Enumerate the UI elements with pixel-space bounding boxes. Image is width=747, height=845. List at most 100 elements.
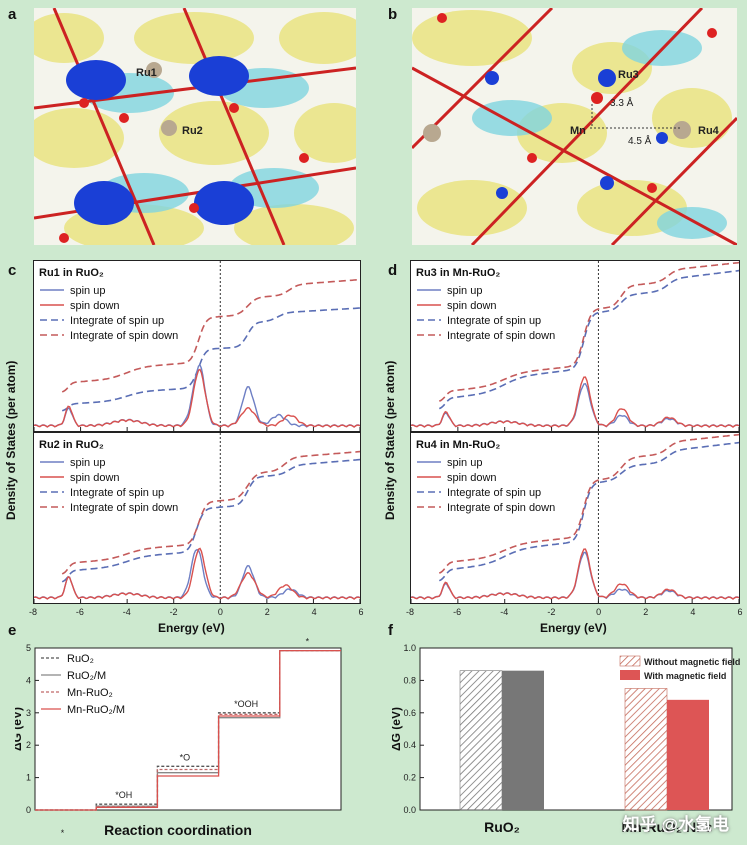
e-ylabel: ΔG (eV) <box>15 707 24 751</box>
x-tick-label: 0 <box>596 607 601 617</box>
y-tick-label: 0 <box>26 805 31 815</box>
legend-label: Mn-RuO₂ <box>67 687 113 699</box>
y-tick-label: 1 <box>26 773 31 783</box>
x-tick-label: -4 <box>123 607 131 617</box>
x-tick-label: 6 <box>358 607 363 617</box>
label-ru4: Ru4 <box>698 125 720 137</box>
dos-plot-ru4: Ru4 in Mn-RuO₂ spin up spin down Integrate … <box>410 432 740 604</box>
step-label: *OH <box>115 790 132 800</box>
panel-label-d: d <box>388 262 398 279</box>
integrate-spin-down-curve <box>61 278 361 393</box>
y-tick-label: 5 <box>26 643 31 653</box>
x-tick-label: -8 <box>406 607 414 617</box>
spin-down-curve <box>33 368 361 428</box>
dos-title: Ru2 in RuO₂ <box>39 439 104 451</box>
y-tick-label: 0.8 <box>403 675 416 685</box>
legend-label: Integrate of spin up <box>70 315 164 327</box>
legend-label: RuO₂ <box>67 653 94 665</box>
legend-label: RuO₂/M <box>67 670 106 682</box>
y-tick-label: 2 <box>26 740 31 750</box>
x-tick-label: 0 <box>218 607 223 617</box>
label-ru2: Ru2 <box>182 125 203 137</box>
atom-ru1 <box>146 62 162 78</box>
legend-label: spin down <box>70 472 120 484</box>
legend-label: Integrate of spin down <box>70 502 178 514</box>
legend-label: Integrate of spin down <box>447 502 555 514</box>
dos-svg-ru3: Ru3 in Mn-RuO₂ spin up spin down Integrate … <box>410 261 740 431</box>
legend-label: Mn-RuO₂/M <box>67 704 125 716</box>
integrate-spin-up-curve <box>61 458 361 583</box>
x-tick-label: -2 <box>170 607 178 617</box>
step-label: * <box>306 637 310 647</box>
spin-up-curve <box>33 548 361 600</box>
legend-label: Integrate of spin up <box>447 315 541 327</box>
legend-label: Integrate of spin down <box>447 330 555 342</box>
legend-label: With magnetic field <box>644 671 726 681</box>
integrate-spin-up-curve <box>438 441 740 582</box>
legend-swatch <box>619 655 641 667</box>
label-mn: Mn <box>570 125 586 137</box>
panel-label-f: f <box>388 622 393 639</box>
bar-chart-plot: 0.0 0.2 0.4 0.6 0.8 1.0 RuO₂ Mn-RuO₂ NFs Without… <box>392 643 740 835</box>
y-tick-label: 0.0 <box>403 805 416 815</box>
legend-label: spin up <box>447 457 482 469</box>
integrate-spin-down-curve <box>61 450 361 575</box>
spin-lobe-a3 <box>74 181 134 225</box>
structure-image-a: Ru1 Ru2 <box>34 8 356 245</box>
bar-without-field <box>459 670 503 811</box>
dos-xticks-right: -8 -6 -4 -2 0 2 4 6 <box>406 607 743 617</box>
legend-label: spin up <box>70 457 105 469</box>
spin-down-curve <box>33 547 361 600</box>
panel-label-a: a <box>8 6 17 23</box>
panel-label-c: c <box>8 262 17 279</box>
integrate-spin-up-curve <box>61 307 361 412</box>
label-distance-4-5: 4.5 Å <box>628 134 652 147</box>
legend-label: spin down <box>70 300 120 312</box>
x-tick-label: 2 <box>265 607 270 617</box>
f-ylabel: ΔG (eV) <box>392 707 403 751</box>
dos-svg-ru1: Ru1 in RuO₂ spin up spin down Integrate of … <box>33 261 361 431</box>
structure-drawing-a: Ru1 Ru2 <box>34 8 356 245</box>
y-tick-label: 3 <box>26 708 31 718</box>
free-energy-plot: 0 1 2 3 4 5 * *OH *O *OOH * RuO₂ RuO₂/M Mn-RuO₂ Mn-RuO… <box>15 637 342 838</box>
x-tick-label: -6 <box>76 607 84 617</box>
step-label: * <box>61 828 65 838</box>
dos-title: Ru3 in Mn-RuO₂ <box>416 267 500 279</box>
dos-plot-ru3: Ru3 in Mn-RuO₂ spin up spin down Integrate … <box>410 260 740 432</box>
legend-label: spin down <box>447 472 497 484</box>
x-tick-label: 2 <box>643 607 648 617</box>
step-label: *O <box>180 752 191 762</box>
dos-xlabel-right: Energy (eV) <box>540 621 607 635</box>
category-label: RuO₂ <box>484 819 520 835</box>
y-tick-label: 0.6 <box>403 708 416 718</box>
plot-frame <box>34 647 342 811</box>
dos-plot-ru1: Ru1 in RuO₂ spin up spin down Integrate of … <box>33 260 361 432</box>
x-tick-label: -4 <box>500 607 508 617</box>
panel-label-e: e <box>8 622 17 639</box>
bar-without-field <box>624 688 668 811</box>
dos-ylabel-right: Density of States (per atom) <box>383 360 397 520</box>
spin-lobe-a1 <box>66 60 126 100</box>
bar-with-field <box>667 699 709 810</box>
integrate-spin-down-curve <box>438 433 740 574</box>
energy-step-line <box>35 649 341 811</box>
dos-xticks-left: -8 -6 -4 -2 0 2 4 6 <box>29 607 364 617</box>
y-tick-label: 0.4 <box>403 740 416 750</box>
spin-down-curve <box>410 376 740 428</box>
dos-title: Ru4 in Mn-RuO₂ <box>416 439 500 451</box>
dos-svg-ru4: Ru4 in Mn-RuO₂ spin up spin down Integrate … <box>410 433 740 603</box>
legend-label: Integrate of spin down <box>70 330 178 342</box>
legend-swatch <box>620 670 640 680</box>
x-tick-label: 4 <box>690 607 695 617</box>
category-label: Mn-RuO₂ NFs <box>622 819 713 835</box>
legend-label: spin up <box>70 285 105 297</box>
legend-label: Integrate of spin up <box>447 487 541 499</box>
x-tick-label: 6 <box>737 607 742 617</box>
x-tick-label: 4 <box>312 607 317 617</box>
x-tick-label: -8 <box>29 607 37 617</box>
integrate-spin-up-curve <box>438 269 740 410</box>
legend-label: Without magnetic field <box>644 657 740 667</box>
dos-xlabel-left: Energy (eV) <box>158 621 225 635</box>
spin-down-curve <box>410 548 740 600</box>
step-label: *OOH <box>234 699 258 709</box>
